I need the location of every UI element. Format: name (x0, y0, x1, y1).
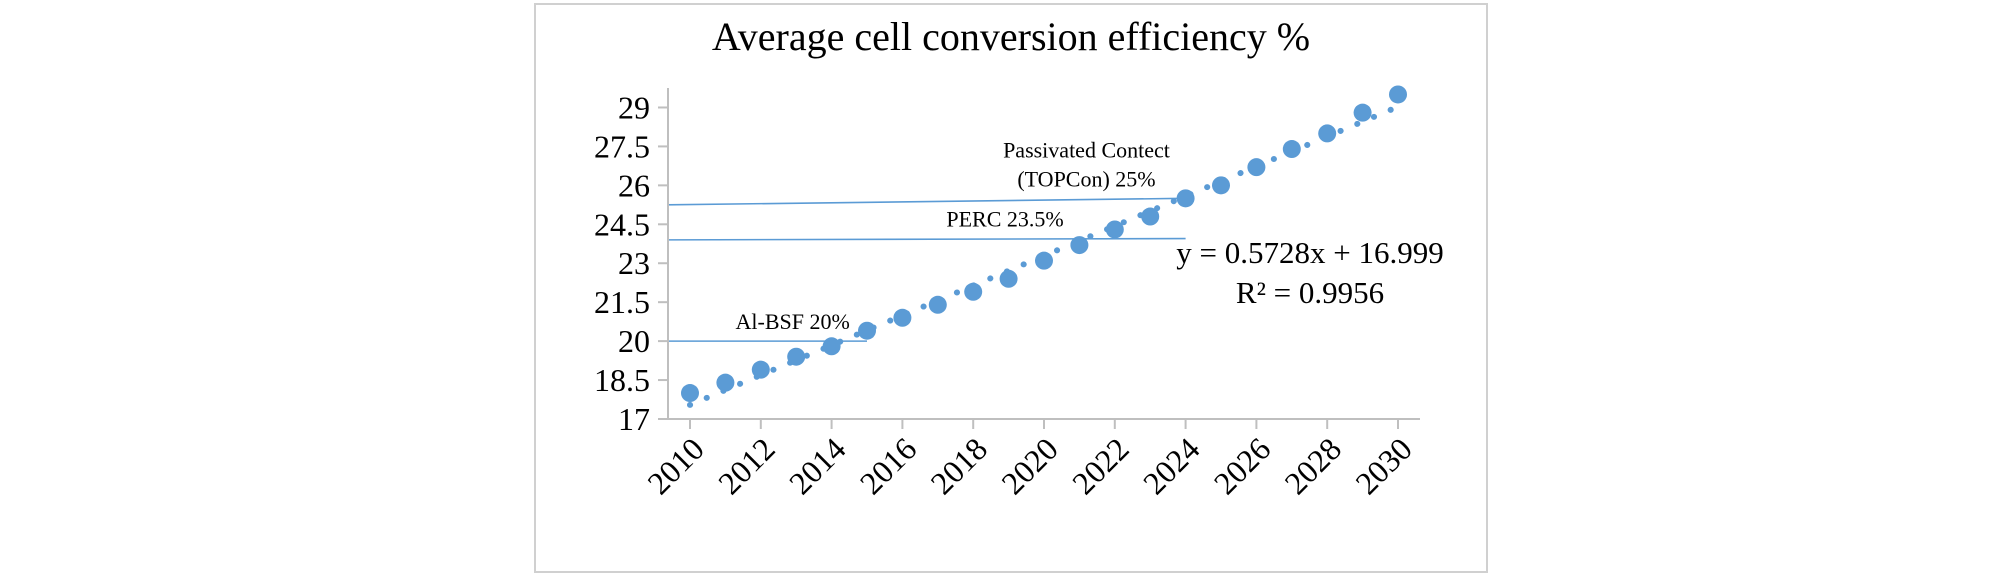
data-point (787, 347, 806, 366)
data-point (893, 308, 912, 327)
y-tick-label: 18.5 (594, 362, 650, 398)
data-point (1035, 251, 1053, 270)
annotations: y = 0.5728x + 16.999 R² = 0.9956 (1176, 235, 1443, 310)
data-point (1176, 189, 1195, 208)
data-point (964, 282, 983, 301)
data-point (716, 373, 735, 392)
chart-frame (534, 3, 1488, 573)
y-tick-label: 20 (618, 323, 650, 359)
al-bsf-label: Al-BSF 20% (736, 309, 850, 334)
data-point (1141, 207, 1160, 226)
data-points (681, 85, 1407, 403)
y-tick-label: 26 (618, 167, 650, 203)
y-tick-label: 27.5 (594, 128, 650, 164)
perc-label: PERC 23.5% (946, 207, 1063, 232)
topcon-label: (TOPCon) 25% (1017, 166, 1155, 191)
data-point (1070, 236, 1089, 255)
topcon-reference-line (667, 197, 1186, 206)
topcon-label: Passivated Contect (1003, 137, 1170, 162)
data-point (751, 360, 770, 379)
perc-reference-line (667, 237, 1186, 241)
trendline (687, 103, 1401, 408)
y-tick-label: 21.5 (594, 284, 650, 320)
y-tick-label: 23 (618, 245, 650, 281)
data-point (1318, 124, 1337, 143)
y-tick-label: 24.5 (594, 206, 650, 242)
r-squared-value: R² = 0.9956 (1236, 275, 1384, 310)
data-point (1212, 176, 1230, 195)
data-point (1389, 85, 1407, 104)
data-point (1105, 220, 1124, 239)
data-point (822, 337, 841, 356)
y-tick-label: 29 (618, 89, 650, 125)
data-point (1353, 103, 1372, 122)
data-point (928, 295, 947, 314)
data-point (999, 269, 1018, 288)
chart-title: Average cell conversion efficiency % (712, 14, 1310, 59)
y-tick-label: 17 (618, 401, 650, 437)
data-point (858, 321, 876, 340)
data-point (1282, 140, 1301, 159)
data-point (681, 384, 699, 403)
data-point (1247, 158, 1266, 177)
trendline-equation: y = 0.5728x + 16.999 (1176, 235, 1443, 270)
trendline-path (687, 103, 1401, 408)
